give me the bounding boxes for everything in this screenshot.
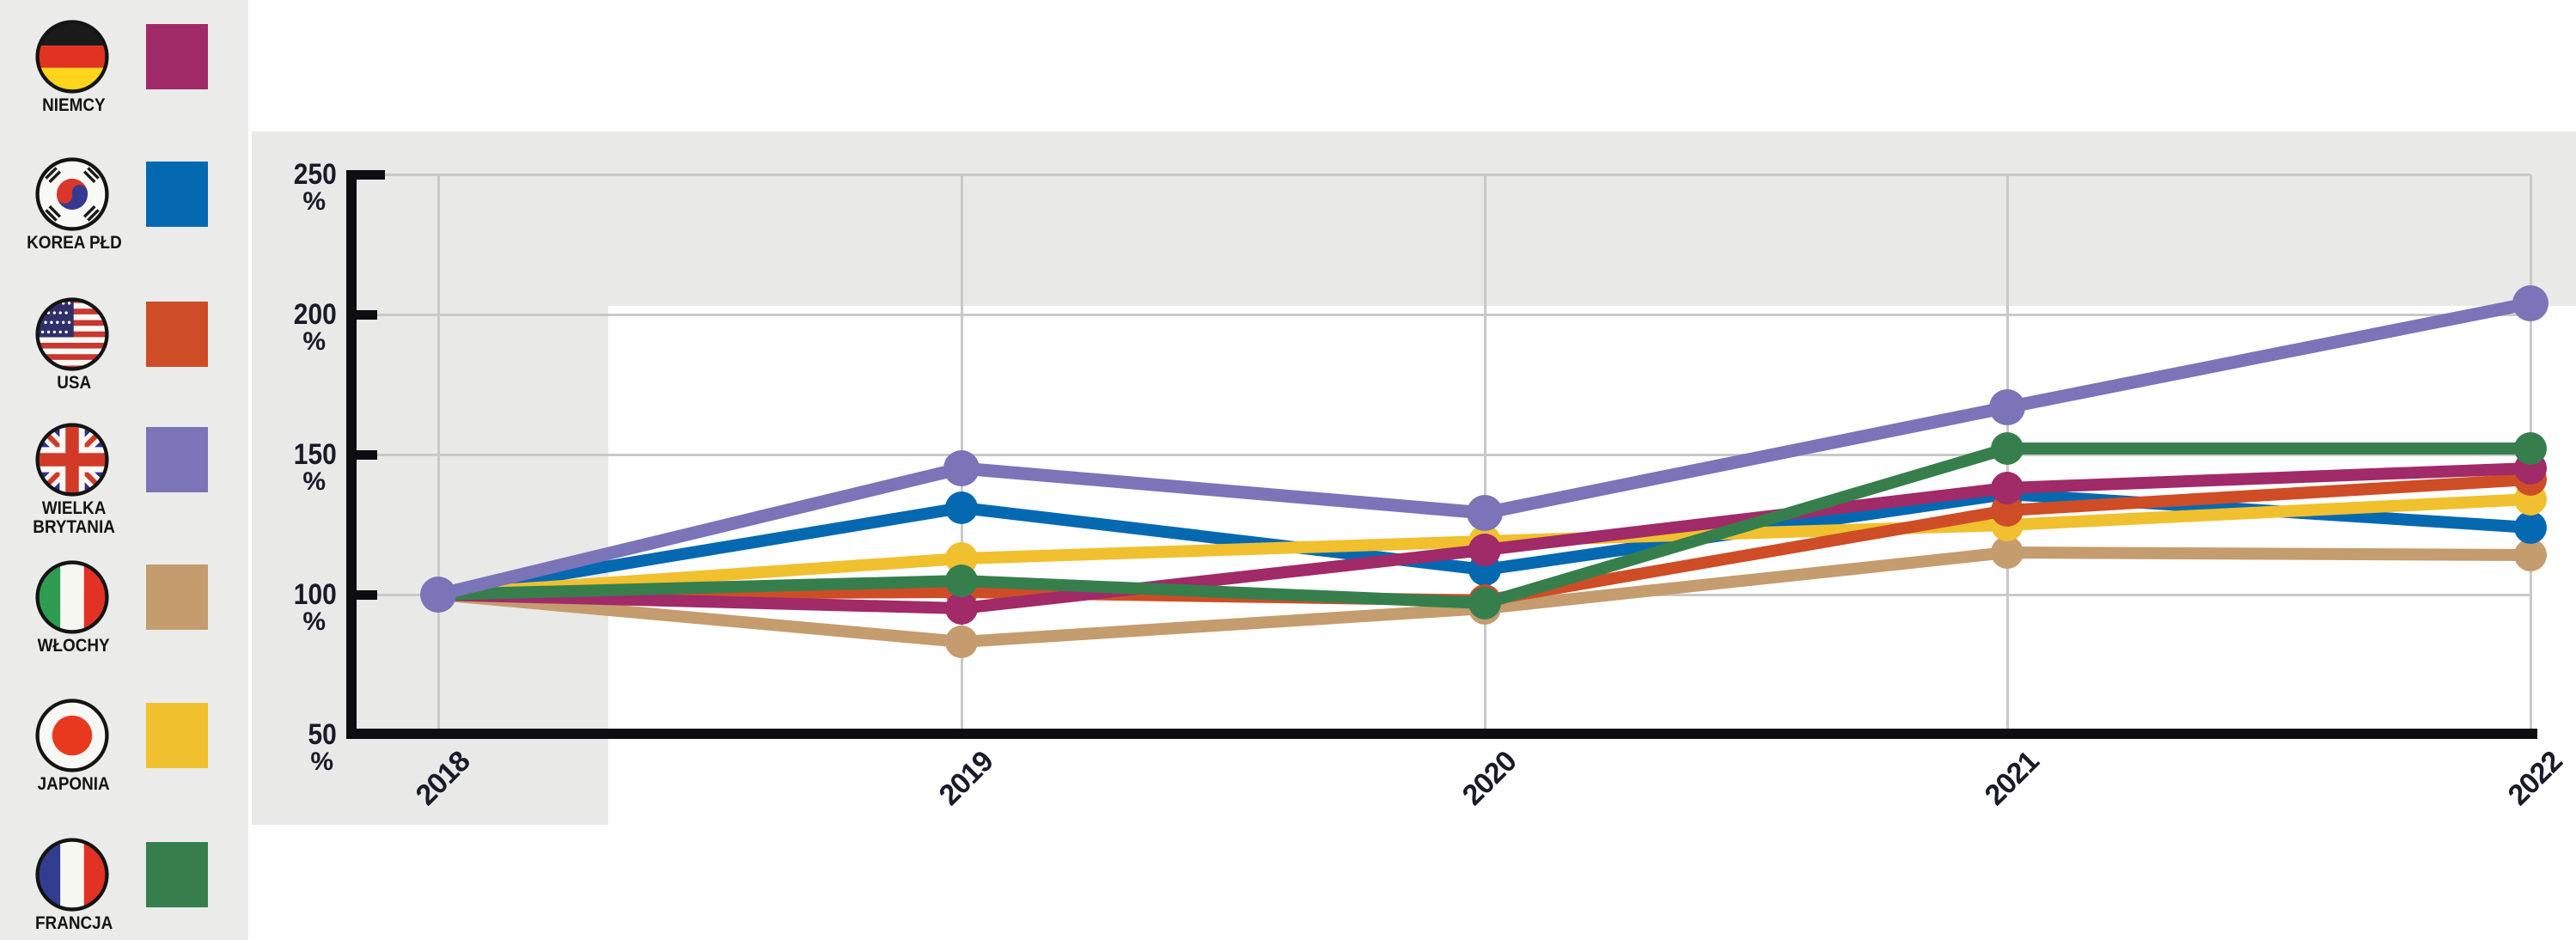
y-axis (346, 174, 357, 739)
chart-panel (252, 131, 2576, 860)
legend-color-swatch (146, 24, 208, 89)
chart-gridline-h (357, 594, 2530, 596)
usa-flag-icon (35, 297, 109, 371)
y-tick-label: 100% (294, 578, 337, 636)
y-tick-label: 200% (294, 298, 337, 356)
y-axis-corner-tick (346, 170, 385, 180)
y-axis-tick (357, 590, 377, 600)
united-kingdom-flag-icon (35, 423, 109, 497)
country-legend: NIEMCY (0, 0, 248, 940)
y-tick-label: 50% (308, 718, 337, 776)
france-flag-icon (35, 838, 109, 912)
legend-color-swatch (146, 842, 208, 907)
legend-label: USA (57, 373, 91, 393)
chart-gridline-h (357, 314, 2530, 316)
south-korea-flag-icon (35, 157, 109, 231)
italy-flag-icon (35, 560, 109, 634)
legend-label: NIEMCY (42, 95, 106, 115)
y-axis-tick (357, 450, 377, 460)
legend-color-swatch (146, 162, 208, 227)
y-tick-label: 150% (294, 438, 337, 496)
legend-label: JAPONIA (37, 774, 111, 794)
chart-gridline-v (961, 174, 963, 729)
chart-gridline-v (2530, 174, 2532, 729)
y-axis-tick (357, 310, 377, 320)
legend-label: FRANCJA (34, 913, 113, 933)
legend-color-swatch (146, 703, 208, 768)
legend-color-swatch (146, 302, 208, 367)
chart-gridline-h (357, 454, 2530, 456)
japan-flag-icon (35, 699, 109, 772)
chart-gridline-h (357, 174, 2530, 176)
legend-label: KOREA PŁD (26, 233, 122, 253)
legend-color-swatch (146, 565, 208, 630)
germany-flag-icon (35, 20, 109, 94)
legend-label: WŁOCHY (37, 636, 110, 656)
plot-area (608, 306, 2576, 860)
legend-label: WIELKA BRYTANIA (33, 498, 115, 537)
x-axis (346, 729, 2537, 739)
chart-gridline-v (1484, 174, 1486, 729)
y-tick-label: 250% (294, 158, 337, 216)
chart-gridline-v (437, 174, 440, 729)
legend-color-swatch (146, 427, 208, 492)
chart-gridline-v (2006, 174, 2009, 729)
